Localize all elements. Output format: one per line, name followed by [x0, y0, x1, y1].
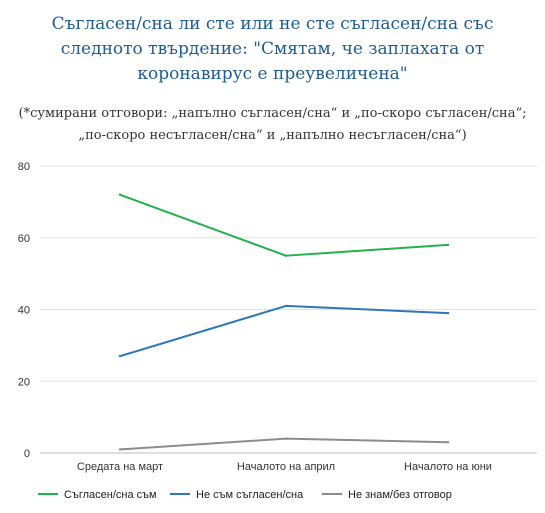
legend: Съгласен/сна съм Не съм съгласен/сна Не зн… [38, 489, 452, 501]
chart-subtitle: (*сумирани отговори: „напълно съгласен/с… [18, 106, 527, 143]
legend-label: Не съм съгласен/сна [196, 489, 304, 501]
y-gridlines [40, 165, 537, 454]
x-tick-label: Средата на март [77, 461, 163, 473]
data-point [284, 254, 288, 257]
data-point [118, 448, 122, 451]
data-point [284, 437, 288, 440]
y-tick-label: 80 [18, 161, 30, 173]
y-axis-ticks: 0 20 40 60 80 [18, 161, 30, 460]
series-line-1 [119, 193, 449, 257]
y-tick-label: 0 [24, 448, 30, 460]
y-tick-label: 60 [18, 233, 30, 245]
series-line-3 [119, 437, 449, 451]
data-point [446, 441, 450, 444]
x-tick-label: Началото на април [237, 461, 335, 473]
data-point [446, 243, 450, 247]
series-line-2 [119, 304, 449, 358]
series-lines [118, 193, 450, 451]
y-tick-label: 20 [18, 376, 30, 388]
data-point [284, 304, 288, 308]
legend-label: Не знам/без отговор [348, 489, 452, 501]
data-point [118, 193, 122, 196]
x-tick-label: Началото на юни [404, 461, 492, 473]
legend-label: Съгласен/сна съм [64, 489, 157, 501]
data-point [118, 354, 122, 358]
data-point [446, 311, 450, 315]
y-tick-label: 40 [18, 305, 30, 317]
chart-title: Съгласен/сна ли сте или не сте съгласен/… [51, 14, 494, 84]
x-axis-ticks: Средата на март Началото на април Началото… [77, 461, 492, 473]
